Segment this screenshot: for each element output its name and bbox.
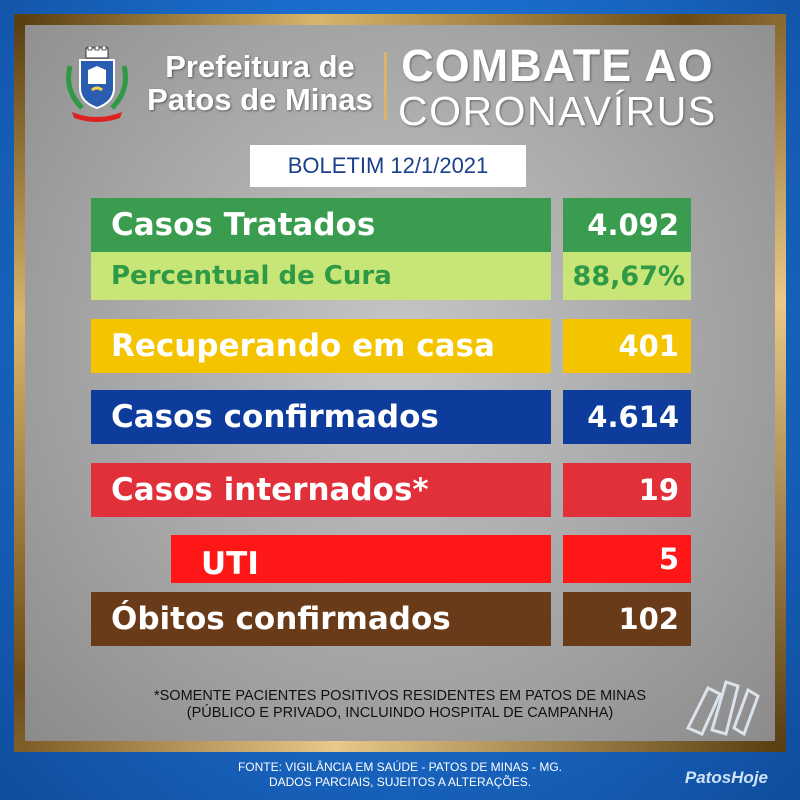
stat-label: Percentual de Cura xyxy=(91,252,551,300)
stat-value: 401 xyxy=(563,319,691,373)
source-line-2: DADOS PARCIAIS, SUJEITOS A ALTERAÇÕES. xyxy=(268,775,532,789)
stat-row-treated: Casos Tratados 4.092 xyxy=(91,198,691,252)
stat-label: Casos Tratados xyxy=(91,198,551,252)
footnote: *SOMENTE PACIENTES POSITIVOS RESIDENTES … xyxy=(0,688,800,722)
stat-value: 5 xyxy=(563,535,691,583)
stat-value: 102 xyxy=(563,592,691,646)
footnote-line-2: (PÚBLICO E PRIVADO, INCLUINDO HOSPITAL D… xyxy=(186,705,614,721)
city-line-1: Prefeitura de xyxy=(165,49,355,84)
city-line-2: Patos de Minas xyxy=(147,82,373,117)
campaign-line-1: COMBATE AO xyxy=(401,40,714,91)
source-line-1: FONTE: VIGILÂNCIA EM SAÚDE - PATOS DE MI… xyxy=(237,760,563,774)
stat-value: 4.092 xyxy=(563,198,691,252)
header-divider xyxy=(384,52,387,120)
stat-value: 88,67% xyxy=(563,252,691,300)
municipal-crest-icon xyxy=(66,46,128,122)
bulletin-date: BOLETIM 12/1/2021 xyxy=(250,145,526,187)
stat-label: Casos internados* xyxy=(91,463,551,517)
stat-value: 19 xyxy=(563,463,691,517)
stat-row-icu: UTI 5 xyxy=(91,535,691,583)
stat-row-hospitalized: Casos internados* 19 xyxy=(91,463,691,517)
stat-row-cure-rate: Percentual de Cura 88,67% xyxy=(91,252,691,300)
footnote-line-1: *SOMENTE PACIENTES POSITIVOS RESIDENTES … xyxy=(153,688,647,704)
stat-row-confirmed: Casos confirmados 4.614 xyxy=(91,390,691,444)
campaign-title: COMBATE AO CORONAVÍRUS xyxy=(398,40,717,134)
stat-label: Recuperando em casa xyxy=(91,319,551,373)
campaign-line-2: CORONAVÍRUS xyxy=(398,88,717,134)
stat-label: Óbitos confirmados xyxy=(91,592,551,646)
source-note: FONTE: VIGILÂNCIA EM SAÚDE - PATOS DE MI… xyxy=(0,760,800,790)
city-hall-brand: Prefeitura de Patos de Minas xyxy=(140,50,380,116)
watermark: PatosHoje xyxy=(684,768,768,787)
stat-label: UTI xyxy=(171,535,551,583)
stat-row-recovering: Recuperando em casa 401 xyxy=(91,319,691,373)
stat-label: Casos confirmados xyxy=(91,390,551,444)
stat-value: 4.614 xyxy=(563,390,691,444)
patoshoje-logo-icon xyxy=(685,680,760,737)
stat-row-deaths: Óbitos confirmados 102 xyxy=(91,592,691,646)
